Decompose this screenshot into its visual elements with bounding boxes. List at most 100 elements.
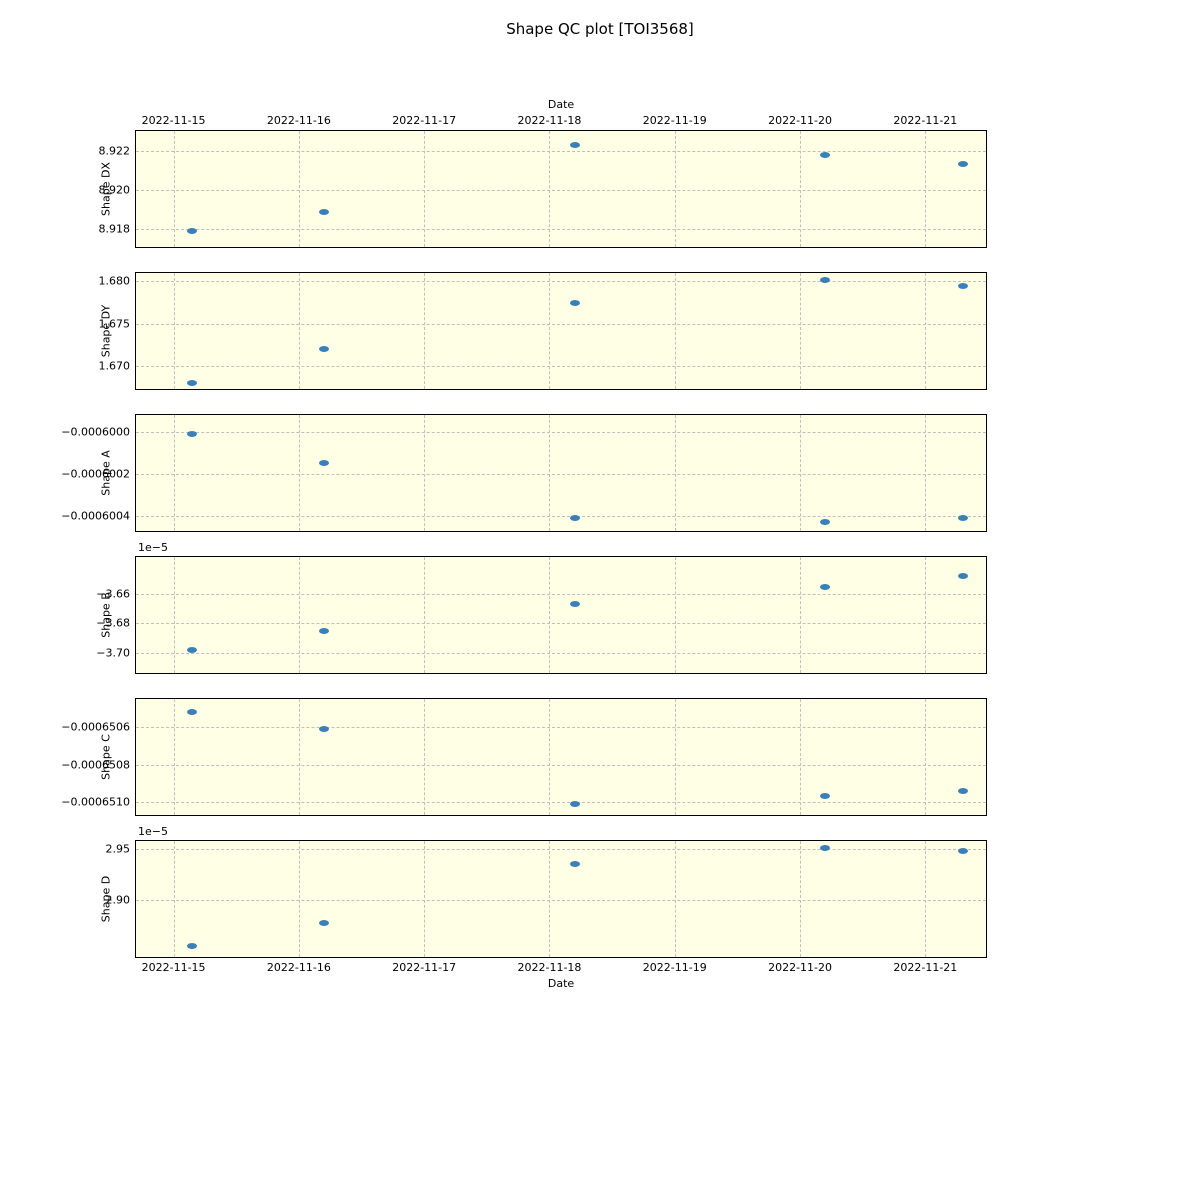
grid-v [925,557,926,673]
data-point [319,920,329,926]
xtick-top: 2022-11-19 [643,114,707,127]
ytick-label: −0.0006002 [61,468,130,481]
data-point [187,943,197,949]
data-point [820,793,830,799]
grid-v [424,699,425,815]
data-point [187,647,197,653]
grid-v [675,557,676,673]
xlabel-top: Date [548,98,574,111]
grid-h [136,229,986,230]
grid-v [424,557,425,673]
grid-h [136,281,986,282]
grid-v [299,841,300,957]
grid-v [549,557,550,673]
data-point [820,277,830,283]
panel-dy: Shape DY1.6701.6751.680 [135,272,987,390]
ytick-label: 2.95 [106,843,131,856]
xlabel-bottom: Date [548,977,574,990]
grid-h [136,653,986,654]
ytick-label: −3.68 [96,617,130,630]
data-point [570,300,580,306]
grid-v [675,841,676,957]
data-point [319,628,329,634]
xtick-top: 2022-11-20 [768,114,832,127]
xtick-top: 2022-11-21 [893,114,957,127]
grid-v [800,841,801,957]
ytick-label: 1.680 [99,275,131,288]
data-point [958,573,968,579]
panel-c: Shape C−0.0006510−0.0006508−0.0006506 [135,698,987,816]
panel-dx: Shape DX8.9188.9208.922Date2022-11-15202… [135,130,987,248]
xtick-bottom: 2022-11-20 [768,961,832,974]
xtick-bottom: 2022-11-19 [643,961,707,974]
data-point [570,601,580,607]
grid-v [549,841,550,957]
grid-v [675,699,676,815]
ytick-label: −0.0006508 [61,758,130,771]
grid-h [136,324,986,325]
data-point [570,861,580,867]
xtick-bottom: 2022-11-21 [893,961,957,974]
ytick-label: −0.0006506 [61,721,130,734]
ytick-label: −3.66 [96,587,130,600]
sci-offset-d: 1e−5 [138,825,168,838]
data-point [187,228,197,234]
data-point [319,209,329,215]
grid-v [925,699,926,815]
ytick-label: 2.90 [106,894,131,907]
xtick-top: 2022-11-17 [392,114,456,127]
xtick-bottom: 2022-11-18 [518,961,582,974]
xtick-top: 2022-11-16 [267,114,331,127]
ytick-label: 1.675 [99,317,131,330]
grid-h [136,802,986,803]
grid-v [174,273,175,389]
grid-v [800,273,801,389]
data-point [187,709,197,715]
grid-v [925,273,926,389]
grid-v [174,557,175,673]
grid-v [174,841,175,957]
ytick-label: −0.0006510 [61,796,130,809]
figure-title: Shape QC plot [TOI3568] [0,20,1200,38]
panel-a: Shape A−0.0006004−0.0006002−0.0006000 [135,414,987,532]
panels-container: Shape DX8.9188.9208.922Date2022-11-15202… [135,130,987,958]
xtick-bottom: 2022-11-15 [142,961,206,974]
data-point [570,515,580,521]
ytick-label: −0.0006004 [61,510,130,523]
data-point [820,845,830,851]
data-point [570,142,580,148]
xtick-top: 2022-11-15 [142,114,206,127]
grid-v [800,557,801,673]
data-point [820,519,830,525]
grid-h [136,151,986,152]
grid-v [424,273,425,389]
grid-h [136,900,986,901]
data-point [319,346,329,352]
grid-h [136,623,986,624]
xtick-top: 2022-11-18 [518,114,582,127]
grid-v [925,841,926,957]
grid-h [136,432,986,433]
grid-h [136,516,986,517]
data-point [958,848,968,854]
sci-offset-b: 1e−5 [138,541,168,554]
data-point [820,584,830,590]
grid-h [136,366,986,367]
grid-h [136,190,986,191]
panel-d: Shape D1e−52.902.95Date2022-11-152022-11… [135,840,987,958]
ytick-label: 1.670 [99,359,131,372]
figure: Shape QC plot [TOI3568] Shape DX8.9188.9… [0,0,1200,1200]
data-point [570,801,580,807]
grid-h [136,594,986,595]
ytick-label: 8.920 [99,184,131,197]
grid-v [424,841,425,957]
ytick-label: 8.918 [99,223,131,236]
grid-v [174,699,175,815]
data-point [319,726,329,732]
grid-h [136,727,986,728]
ytick-label: −3.70 [96,646,130,659]
grid-v [549,699,550,815]
panel-b: Shape B1e−5−3.70−3.68−3.66 [135,556,987,674]
ytick-label: 8.922 [99,144,131,157]
grid-v [800,699,801,815]
